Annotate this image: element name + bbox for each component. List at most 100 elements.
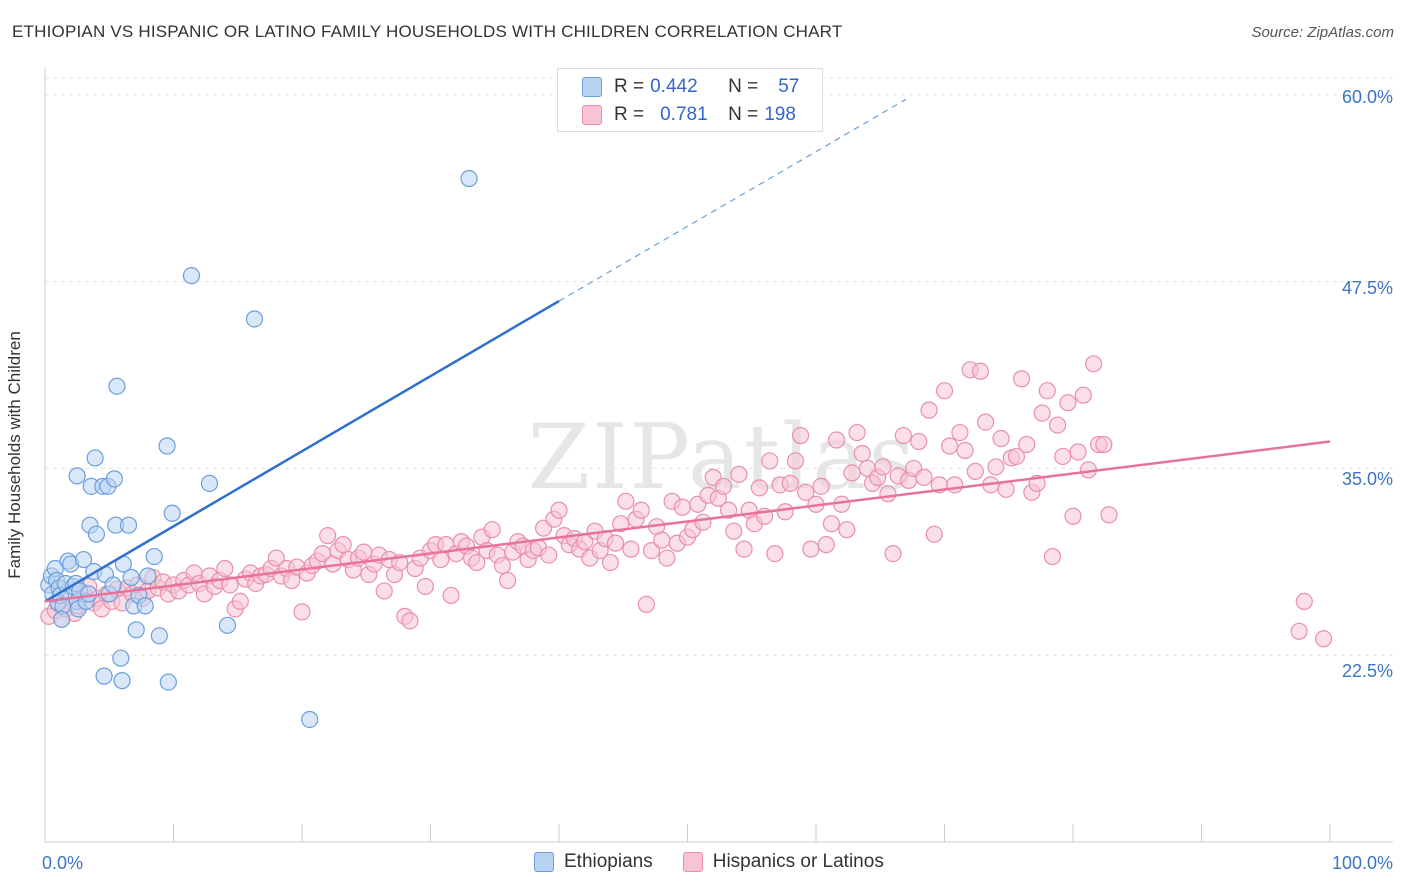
hispanic-point xyxy=(401,612,419,630)
legend-r-label: R = xyxy=(614,104,645,125)
hispanic-point xyxy=(992,429,1010,448)
hispanic-point xyxy=(1095,435,1113,454)
hispanic-point xyxy=(293,603,311,621)
ethiopian-point xyxy=(158,437,176,455)
ethiopian-point xyxy=(112,649,130,667)
y-tick-label: 22.5% xyxy=(1341,661,1393,681)
hispanic-point xyxy=(956,441,974,460)
hispanic-point xyxy=(231,592,249,611)
hispanic-point xyxy=(817,536,835,554)
ethiopian-point xyxy=(87,525,106,543)
hispanic-point xyxy=(720,501,738,519)
ethiopian-point xyxy=(95,667,113,685)
hispanic-point xyxy=(812,477,830,495)
hispanic-point xyxy=(622,540,640,558)
hispanic-point xyxy=(971,362,990,380)
hispanic-point xyxy=(730,465,748,483)
x-tick-label-min: 0.0% xyxy=(42,853,84,873)
hispanic-point xyxy=(987,458,1005,476)
legend-n-value: 57 xyxy=(778,76,800,97)
hispanic-point xyxy=(874,458,892,476)
legend-r-label: R = xyxy=(614,76,645,97)
hispanic-point xyxy=(540,546,558,564)
hispanic-point xyxy=(550,501,568,519)
hispanic-point xyxy=(1314,630,1333,648)
hispanic-point xyxy=(1290,622,1308,640)
hispanic-point xyxy=(915,468,933,486)
hispanic-point xyxy=(946,476,964,494)
hispanic-point xyxy=(802,540,820,558)
ethiopian-point xyxy=(163,504,181,522)
hispanic-point xyxy=(910,432,928,451)
hispanic-point xyxy=(838,521,856,539)
ethiopian-point xyxy=(108,377,126,395)
legend-n-label: N = xyxy=(728,104,759,125)
legend-swatch-blue xyxy=(534,852,554,872)
hispanic-point xyxy=(216,559,234,578)
hispanic-point xyxy=(935,382,954,400)
ethiopian-point xyxy=(145,547,163,566)
ethiopian-point xyxy=(460,169,478,188)
hispanic-point xyxy=(1064,507,1082,525)
ethiopian-point xyxy=(86,449,104,467)
hispanic-point xyxy=(941,437,959,455)
hispanic-point xyxy=(499,571,517,590)
ethiopian-point xyxy=(74,550,93,569)
ethiopian-point xyxy=(122,568,140,587)
y-axis-label: Family Households with Children xyxy=(5,331,24,579)
hispanic-point xyxy=(416,577,434,596)
hispanic-point xyxy=(843,464,861,482)
hispanic-point xyxy=(1084,355,1103,373)
hispanic-point xyxy=(1018,435,1036,454)
y-tick-label: 60.0% xyxy=(1341,87,1393,107)
hispanic-point xyxy=(879,485,897,503)
hispanic-point xyxy=(637,595,655,614)
hispanic-point xyxy=(848,423,866,442)
legend-r-value: 0.442 xyxy=(650,76,698,97)
hispanic-point xyxy=(606,534,625,552)
hispanic-point xyxy=(1059,394,1077,412)
legend-item-hispanics: Hispanics or Latinos xyxy=(682,851,884,873)
legend-swatch-pink xyxy=(682,852,703,872)
hispanic-point xyxy=(1054,447,1072,466)
legend-n-value: 198 xyxy=(764,104,796,125)
y-tick-label: 35.0% xyxy=(1341,469,1393,489)
hispanic-point xyxy=(617,492,635,510)
hispanic-point xyxy=(319,527,337,545)
ethiopian-point xyxy=(104,576,122,594)
hispanic-point xyxy=(1012,370,1031,388)
ethiopian-point xyxy=(119,516,138,534)
legend-swatch-blue xyxy=(582,77,602,97)
hispanic-point xyxy=(221,576,239,594)
hispanic-point xyxy=(375,582,393,600)
hispanic-point xyxy=(694,513,712,531)
hispanic-point xyxy=(925,525,943,543)
x-tick-label-max: 100.0% xyxy=(1331,853,1393,873)
hispanic-point xyxy=(781,474,799,492)
hispanic-point xyxy=(1295,592,1313,611)
legend-row-hispanics: R = 0.781 N = 198 xyxy=(582,102,796,128)
ethiopian-trendline-extension xyxy=(558,98,907,302)
hispanic-point xyxy=(1007,447,1026,466)
hispanic-point xyxy=(977,413,995,431)
hispanic-point xyxy=(1038,382,1056,400)
series-legend: Ethiopians Hispanics or Latinos xyxy=(534,851,914,873)
ethiopian-points xyxy=(40,169,478,729)
hispanic-point xyxy=(827,431,846,449)
ethiopian-point xyxy=(113,672,131,690)
ethiopian-point xyxy=(182,267,201,285)
hispanic-point xyxy=(714,477,733,495)
ethiopian-point xyxy=(150,627,168,645)
legend-item-ethiopians: Ethiopians xyxy=(534,851,653,873)
hispanic-point xyxy=(735,540,753,558)
hispanic-point xyxy=(658,549,676,567)
hispanic-point xyxy=(766,544,784,563)
hispanic-point xyxy=(493,556,512,575)
hispanic-point xyxy=(1074,386,1092,404)
hispanic-point xyxy=(786,452,805,470)
hispanic-point xyxy=(673,498,691,516)
legend-r-value: 0.781 xyxy=(660,104,708,125)
hispanic-point xyxy=(833,495,851,513)
ethiopian-point xyxy=(200,474,219,492)
hispanic-point xyxy=(653,531,671,549)
